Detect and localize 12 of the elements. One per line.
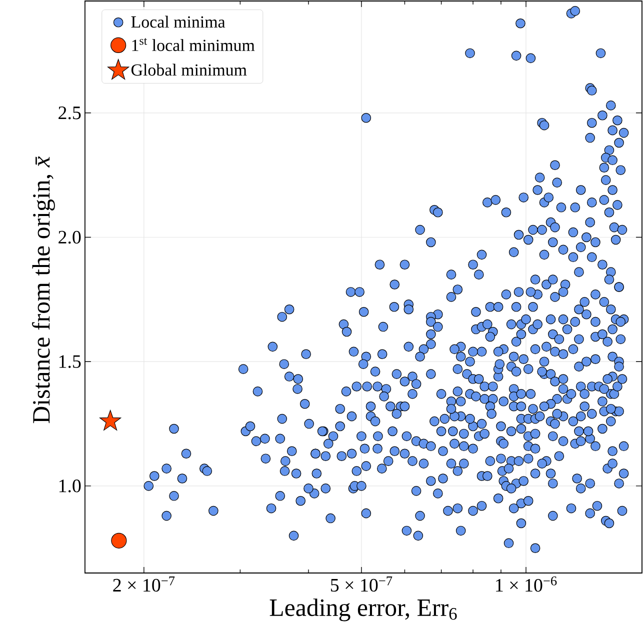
y-tick-label: 1.0 xyxy=(59,480,81,492)
y-tick-label: 2.0 xyxy=(58,230,81,244)
y-tick-label: 1.5 xyxy=(59,355,81,368)
y-tick-label: 2.5 xyxy=(58,106,81,120)
x-tick-label: 2 × 10$^{−7}$ xyxy=(113,576,175,592)
x-axis-title: Leading error, Err$_{6}$ xyxy=(270,598,457,622)
legend-label: 1$^{st}$ local minimum xyxy=(132,38,255,52)
x-tick-label: 5 × 10$^{−7}$ xyxy=(330,576,392,592)
x-tick-label: 1 × 10$^{−6}$ xyxy=(496,576,557,592)
legend-label: Global minimum xyxy=(131,64,247,76)
y-axis-title: Distance from the origin, x̄ xyxy=(32,156,55,424)
legend-label: Local minima xyxy=(131,16,226,28)
